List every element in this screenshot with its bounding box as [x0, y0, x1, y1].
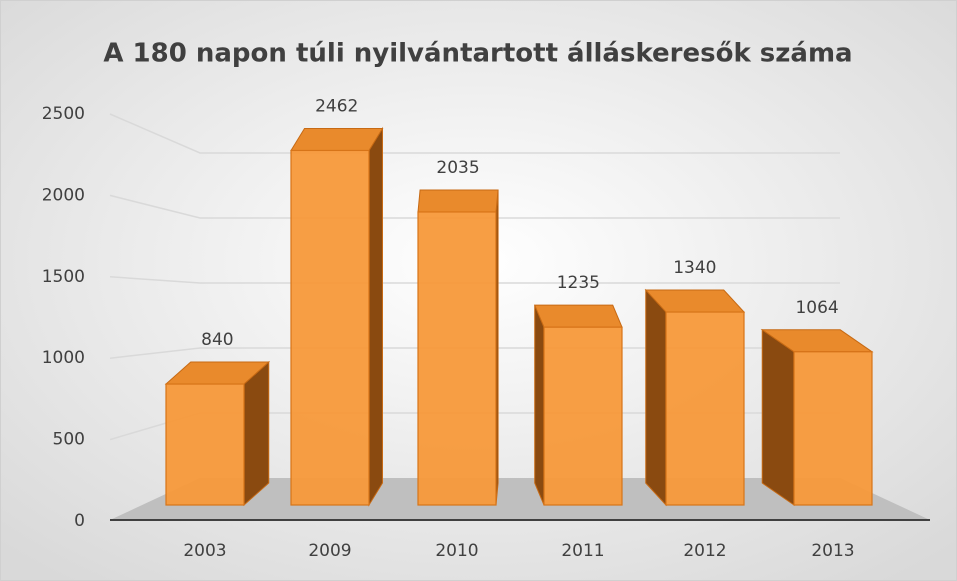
bar-face	[368, 126, 383, 507]
y-tick-label: 500	[53, 430, 85, 450]
bar-face	[793, 351, 873, 506]
bar-face	[533, 304, 623, 328]
bar	[533, 304, 623, 506]
y-tick-label: 1000	[42, 348, 85, 368]
bar-face	[665, 311, 745, 506]
bar	[417, 189, 499, 506]
value-label: 2035	[436, 158, 479, 178]
bar-face	[290, 127, 384, 151]
x-tick-label: 2003	[183, 541, 226, 561]
bar-face	[534, 304, 545, 506]
y-tick-label: 1500	[42, 267, 85, 287]
bar-face	[417, 211, 497, 506]
grid-line	[109, 276, 840, 284]
bar-face	[165, 383, 245, 506]
chart-title: A 180 napon túli nyilvántartott állásker…	[103, 39, 852, 69]
value-label: 1064	[795, 298, 838, 318]
grid-line	[109, 113, 840, 154]
y-tick-label: 0	[74, 511, 85, 531]
value-label: 840	[201, 330, 233, 350]
y-tick-label: 2500	[42, 104, 85, 124]
x-tick-label: 2010	[435, 541, 478, 561]
value-label: 2462	[315, 96, 358, 116]
bar-face	[645, 288, 667, 507]
bar-face	[417, 189, 499, 213]
bar-face	[543, 326, 623, 506]
bar	[164, 360, 271, 507]
y-tick-label: 2000	[42, 185, 85, 205]
x-tick-label: 2012	[683, 541, 726, 561]
bar	[290, 126, 384, 507]
bar	[644, 288, 746, 507]
x-tick-label: 2009	[308, 541, 351, 561]
value-label: 1235	[557, 273, 600, 293]
bar-face	[761, 328, 795, 506]
value-label: 1340	[673, 258, 716, 278]
bar-face	[290, 149, 370, 506]
grid-line	[109, 347, 840, 359]
x-tick-label: 2011	[561, 541, 604, 561]
grid-line	[109, 194, 840, 219]
bar	[760, 328, 874, 506]
x-tick-label: 2013	[811, 541, 854, 561]
bar-face	[243, 360, 270, 507]
